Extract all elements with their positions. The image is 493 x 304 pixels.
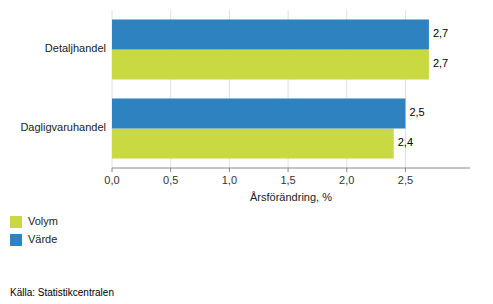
legend-label: Värde xyxy=(28,233,57,245)
tick-label: 0,5 xyxy=(163,174,178,186)
tick-label: 0,0 xyxy=(104,174,119,186)
data-label: 2,4 xyxy=(398,136,413,148)
tick-label: 1,5 xyxy=(280,174,295,186)
bar xyxy=(112,129,394,159)
category-label: Detaljhandel xyxy=(45,42,106,54)
bar xyxy=(112,19,429,49)
category-label: Dagligvaruhandel xyxy=(20,121,106,133)
tick-mark xyxy=(229,168,230,172)
legend-swatch xyxy=(10,234,22,246)
tick-label: 1,0 xyxy=(222,174,237,186)
chart: 0,0 0,5 1,0 1,5 2,0 2,5 Årsförändring, % Daglig… xyxy=(0,0,493,304)
bar xyxy=(112,50,429,80)
tick-mark xyxy=(405,168,406,172)
data-label: 2,7 xyxy=(433,57,448,69)
bars xyxy=(112,19,429,158)
legend-swatch xyxy=(10,216,22,228)
legend-label: Volym xyxy=(28,215,58,227)
bar xyxy=(112,98,405,128)
axis-line xyxy=(112,168,470,169)
tick-mark xyxy=(170,168,171,172)
data-labels: 2,4 2,7 2,5 2,7 xyxy=(398,27,449,148)
tick-label: 2,5 xyxy=(398,174,413,186)
tick-mark xyxy=(112,168,113,172)
x-axis: 0,0 0,5 1,0 1,5 2,0 2,5 xyxy=(104,10,470,186)
data-label: 2,5 xyxy=(409,106,424,118)
legend: Volym Värde xyxy=(10,215,58,246)
chart-container: 0,0 0,5 1,0 1,5 2,0 2,5 Årsförändring, % Daglig… xyxy=(0,0,493,304)
tick-mark xyxy=(288,168,289,172)
tick-label: 2,0 xyxy=(339,174,354,186)
x-axis-label: Årsförändring, % xyxy=(250,191,332,203)
tick-mark xyxy=(346,168,347,172)
source: Källa: Statistikcentralen xyxy=(10,287,114,298)
data-label: 2,7 xyxy=(433,27,448,39)
